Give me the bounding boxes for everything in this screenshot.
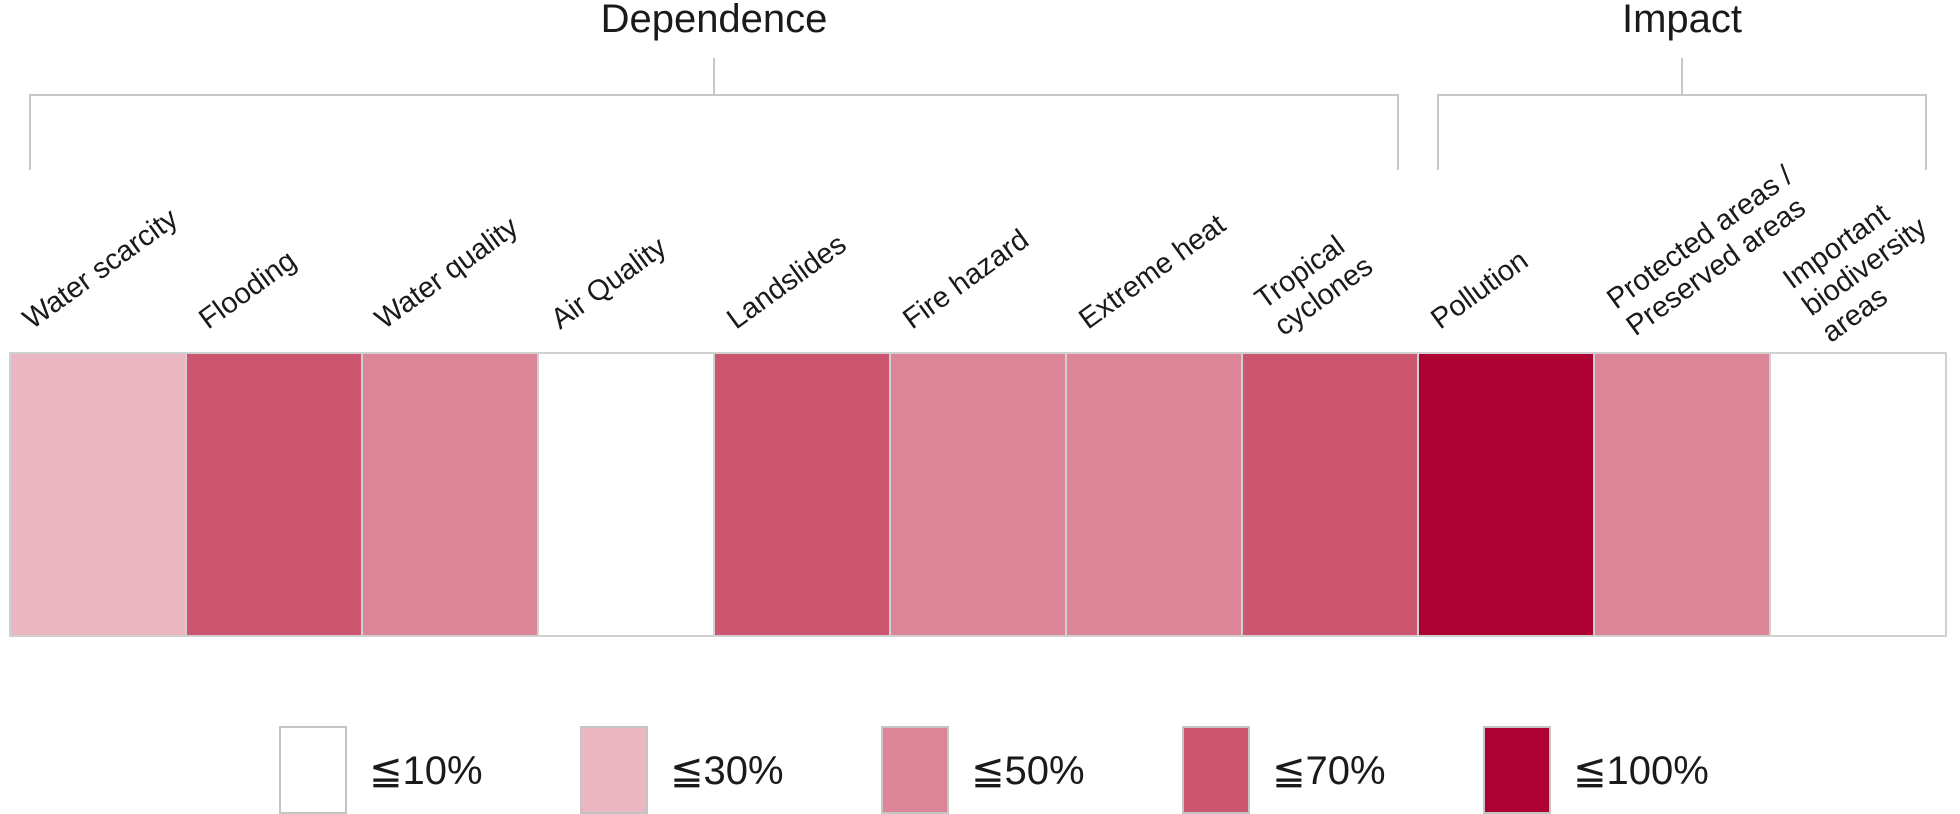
cell-protected-areas-preserved-areas (1593, 352, 1771, 637)
bracket-impact (1437, 94, 1927, 170)
cell-landslides (713, 352, 891, 637)
legend-swatch-1 (279, 726, 347, 814)
cell-important-biodiversity-areas (1769, 352, 1947, 637)
cell-extreme-heat (1065, 352, 1243, 637)
legend-swatch-3 (881, 726, 949, 814)
bracket-dependence (29, 94, 1399, 170)
cell-water-quality (361, 352, 539, 637)
category-label-fire-hazard: Fire hazard (897, 224, 1034, 336)
group-title-dependence: Dependence (601, 0, 828, 41)
cell-flooding (185, 352, 363, 637)
cell-air-quality (537, 352, 715, 637)
legend-label-3: ≦50% (971, 749, 1085, 793)
category-label-flooding: Flooding (193, 244, 302, 335)
legend-swatch-4 (1182, 726, 1250, 814)
cell-water-scarcity (9, 352, 187, 637)
category-label-pollution: Pollution (1425, 244, 1534, 335)
category-label-protected-areas-preserved-areas: Protected areas /Preserved areas (1601, 159, 1819, 342)
heatmap-cells (9, 352, 1947, 637)
cell-fire-hazard (889, 352, 1067, 637)
legend: ≦10% ≦30% ≦50% ≦70% ≦100% (279, 726, 1709, 814)
category-labels: Water scarcity Flooding Water quality Air Q… (17, 159, 1933, 349)
group-title-impact: Impact (1622, 0, 1742, 41)
heatmap-frame (9, 352, 1947, 637)
cell-tropical-cyclones (1241, 352, 1419, 637)
legend-label-1: ≦10% (369, 749, 483, 793)
category-label-landslides: Landslides (721, 228, 852, 335)
category-label-air-quality: Air Quality (545, 231, 672, 336)
legend-label-2: ≦30% (670, 749, 784, 793)
legend-label-5: ≦100% (1573, 749, 1709, 793)
legend-swatch-5 (1483, 726, 1551, 814)
category-label-extreme-heat: Extreme heat (1073, 208, 1231, 335)
legend-label-4: ≦70% (1272, 749, 1386, 793)
group-brackets: Dependence Impact (29, 0, 1927, 170)
cell-pollution (1417, 352, 1595, 637)
category-label-water-scarcity: Water scarcity (17, 202, 184, 336)
legend-swatch-2 (580, 726, 648, 814)
category-label-tropical-cyclones: Tropicalcyclones (1249, 223, 1378, 342)
category-label-water-quality: Water quality (369, 211, 524, 336)
